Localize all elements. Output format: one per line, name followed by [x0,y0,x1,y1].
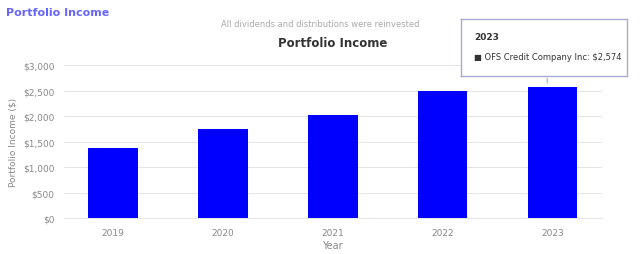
Text: ■ OFS Credit Company Inc: $2,574: ■ OFS Credit Company Inc: $2,574 [474,53,621,62]
Bar [88,148,138,218]
Bar [528,88,577,218]
Text: Portfolio Income: Portfolio Income [6,8,109,18]
Bar [418,92,467,218]
Y-axis label: Portfolio Income ($): Portfolio Income ($) [8,98,17,187]
Text: All dividends and distributions were reinvested: All dividends and distributions were rei… [221,20,419,29]
Bar [308,115,358,218]
Bar [198,129,248,218]
Title: Portfolio Income: Portfolio Income [278,37,387,50]
Text: 2023: 2023 [474,33,499,42]
X-axis label: Year: Year [323,240,343,250]
